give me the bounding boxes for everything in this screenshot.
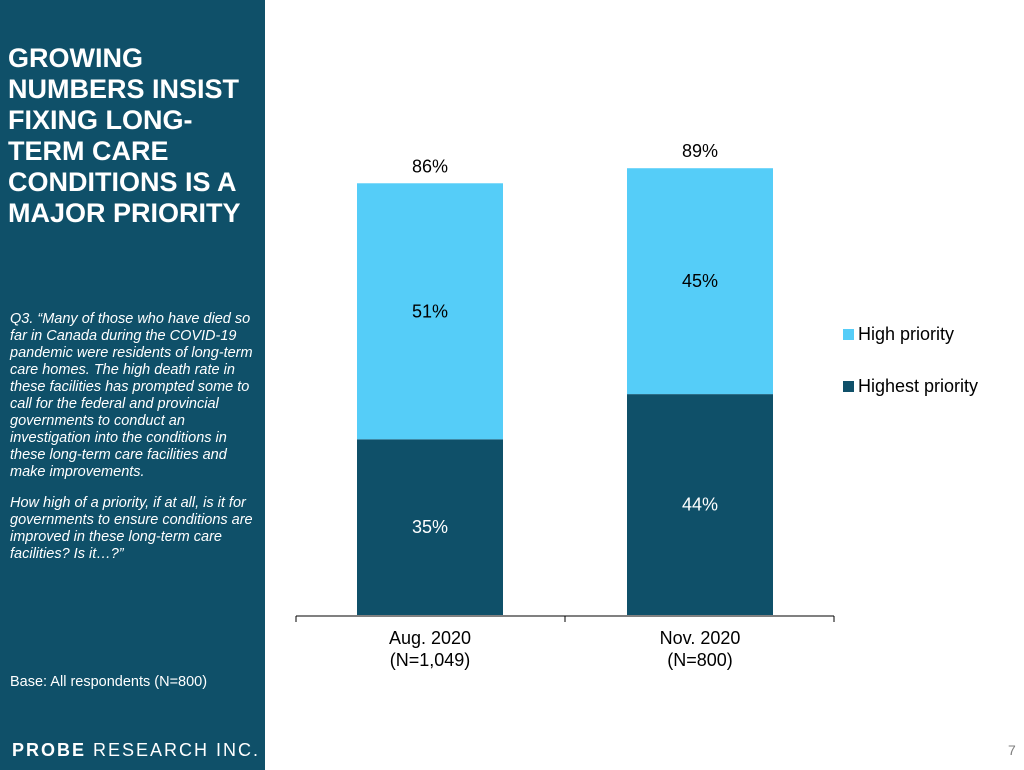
legend-swatch-highest-priority <box>843 380 854 392</box>
x-tick-label-1-line-1: Aug. 2020 <box>389 628 471 648</box>
slide-title: GROWING NUMBERS INSIST FIXING LONG-TERM … <box>8 43 241 228</box>
legend-item-highest-priority: Highest priority <box>843 360 978 412</box>
bar-highest-priority-1 <box>357 439 503 615</box>
total-label-1: 86% <box>412 156 448 176</box>
bar-highest-priority-2 <box>627 394 773 615</box>
x-tick-label-1-line-2: (N=1,049) <box>390 650 471 670</box>
logo-probe-text: PROBE <box>12 740 87 760</box>
chart-legend: High priority Highest priority <box>843 308 978 412</box>
question-text: Q3. “Many of those who have died so far … <box>10 311 260 577</box>
legend-swatch-high-priority <box>843 328 854 340</box>
probe-research-logo: PROBE RESEARCH INC. <box>12 740 260 761</box>
labels-layer: 35% 51% 86% 44% 45% 89% <box>412 141 718 537</box>
bars-layer <box>357 168 773 615</box>
x-axis: Aug. 2020(N=1,049) Nov. 2020(N=800) <box>295 615 835 670</box>
base-note: Base: All respondents (N=800) <box>10 674 208 690</box>
data-label-highest-priority-1: 35% <box>412 517 448 537</box>
page-number: 7 <box>1008 742 1016 758</box>
x-tick-label-2-line-1: Nov. 2020 <box>660 628 741 648</box>
total-label-2: 89% <box>682 141 718 161</box>
data-label-high-priority-2: 45% <box>682 271 718 291</box>
sidebar-panel: GROWING NUMBERS INSIST FIXING LONG-TERM … <box>0 0 265 770</box>
stacked-bar-chart: 35% 51% 86% 44% 45% 89% Aug. 2020(N=1,049) Nov… <box>295 141 835 670</box>
bar-high-priority-1 <box>357 183 503 440</box>
question-paragraph-1: Q3. “Many of those who have died so far … <box>10 311 253 480</box>
legend-item-high-priority: High priority <box>843 308 978 360</box>
bar-high-priority-2 <box>627 168 773 395</box>
x-tick-label-2-line-2: (N=800) <box>667 650 733 670</box>
data-label-highest-priority-2: 44% <box>682 495 718 515</box>
question-paragraph-2: How high of a priority, if at all, is it… <box>10 495 253 562</box>
logo-research-text: RESEARCH INC. <box>86 740 261 760</box>
data-label-high-priority-1: 51% <box>412 301 448 321</box>
legend-label-highest-priority: Highest priority <box>858 375 979 396</box>
legend-label-high-priority: High priority <box>858 323 955 344</box>
